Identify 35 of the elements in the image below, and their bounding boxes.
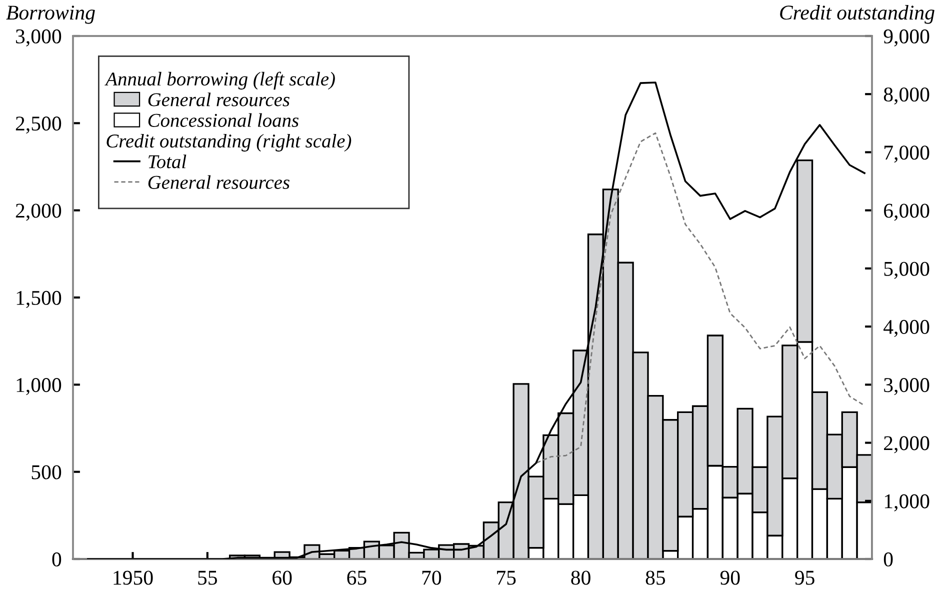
y-tick-label: 1,500 — [16, 290, 62, 308]
y2-tick-label: 0 — [884, 552, 893, 566]
y2-tick-label: 9,000 — [884, 29, 930, 46]
y-tick-label: 0 — [52, 552, 62, 566]
x-tick-label: 85 — [646, 570, 666, 585]
y2-axis-title: Credit outstanding — [780, 5, 934, 24]
y2-tick-label: 1,000 — [884, 494, 930, 512]
y2-tick-label: 8,000 — [884, 87, 930, 105]
y2-tick-label: 4,000 — [884, 320, 930, 337]
x-tick-label: 60 — [272, 570, 292, 585]
x-tick-label: 70 — [422, 570, 442, 585]
y2-tick-label: 2,000 — [884, 436, 930, 454]
legend-label: Total — [148, 154, 186, 168]
y2-tick-label: 3,000 — [884, 378, 930, 396]
legend-label: General resources — [148, 92, 290, 106]
y-tick-label: 1,000 — [16, 378, 62, 396]
legend-label: Concessional loans — [148, 113, 298, 127]
x-tick-label: 80 — [571, 570, 590, 585]
y-tick-label: 2,000 — [16, 204, 62, 221]
y-axis-title: Borrowing — [6, 6, 95, 24]
y2-tick-label: 5,000 — [884, 262, 930, 279]
x-tick-label: 1950 — [114, 570, 153, 585]
annotation: Annual borrowing (left scale) — [104, 72, 335, 90]
annotation: Credit outstanding (right scale) — [106, 134, 352, 152]
y2-tick-label: 6,000 — [884, 204, 930, 221]
x-tick-label: 65 — [347, 570, 366, 585]
y-tick-label: 500 — [32, 465, 62, 480]
x-tick-label: 90 — [720, 570, 740, 585]
legend-label: General resources — [148, 175, 290, 189]
y-tick-label: 2,500 — [16, 116, 62, 134]
y-tick-label: 3,000 — [16, 29, 62, 46]
y2-tick-label: 7,000 — [884, 146, 930, 163]
x-tick-label: 55 — [198, 570, 218, 585]
x-tick-label: 75 — [497, 570, 516, 585]
x-tick-label: 95 — [795, 570, 814, 585]
